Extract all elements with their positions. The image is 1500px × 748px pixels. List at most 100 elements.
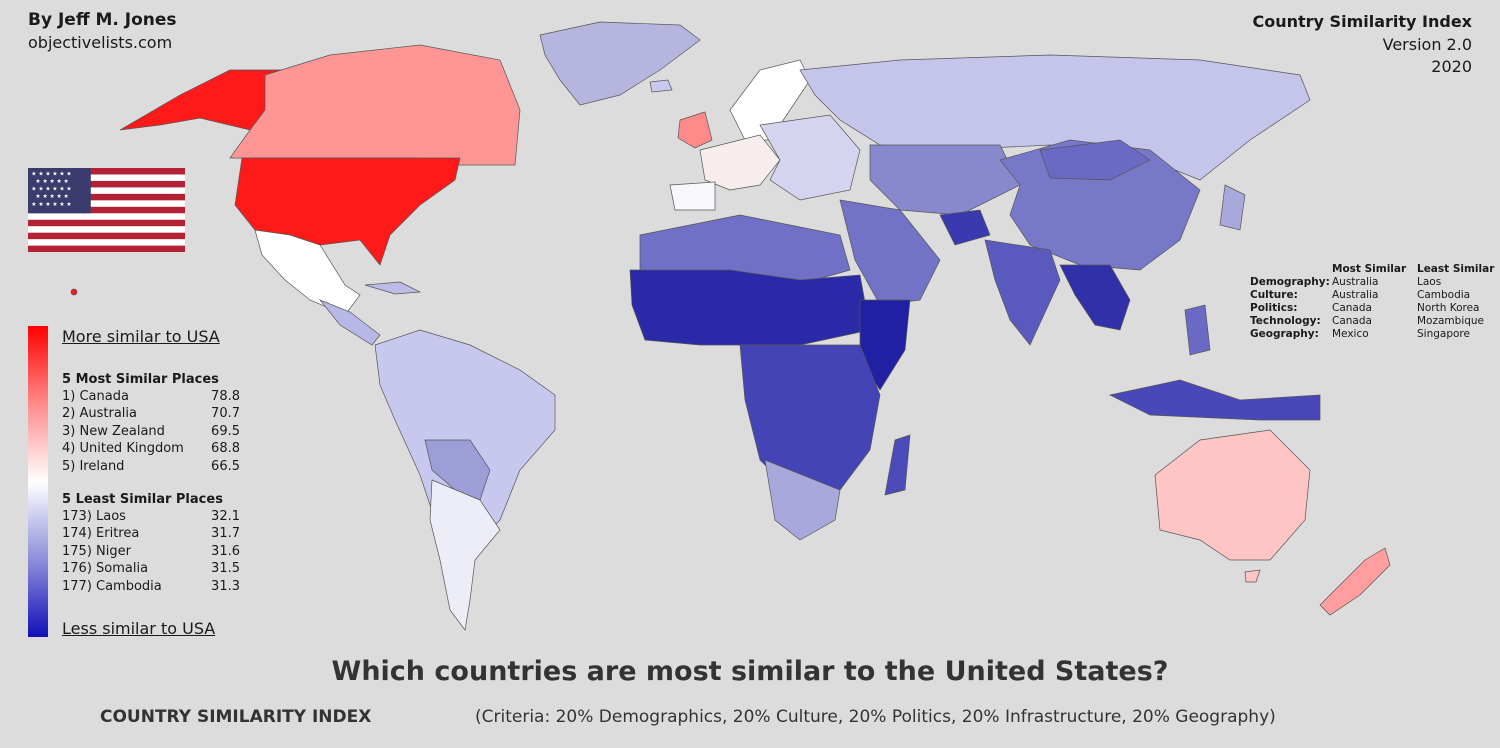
place-name: 173) Laos [62, 509, 126, 524]
index-title: Country Similarity Index [1252, 12, 1473, 31]
table-row: Technology: Canada Mozambique [1250, 315, 1497, 328]
place-name: 2) Australia [62, 406, 137, 422]
list-item: 1) Canada 78.8 [62, 388, 240, 405]
least-similar-list: 173) Laos 32.1 174) Eritrea 31.7 175) Nige… [62, 508, 240, 595]
list-item: 4) United Kingdom 68.8 [62, 440, 240, 457]
index-year: 2020 [1431, 57, 1472, 76]
list-item: 176) Somalia 31.5 [62, 560, 240, 577]
new-zealand [1319, 547, 1391, 616]
table-header: Most Similar [1332, 263, 1407, 275]
world-map [70, 21, 1391, 631]
table-cell: Canada [1332, 315, 1372, 327]
table-cell: Mexico [1332, 328, 1369, 340]
table-row: Geography: Mexico Singapore [1250, 328, 1497, 341]
indonesia [1108, 379, 1321, 421]
table-cell: Australia [1332, 276, 1379, 288]
table-cell: Australia [1332, 289, 1379, 301]
iceland [649, 79, 673, 93]
place-name: 3) New Zealand [62, 423, 165, 439]
iberia [669, 181, 716, 211]
usa [234, 157, 461, 266]
us-flag: ★ ★ ★ ★ ★ ★ ★ ★ ★ ★ ★ ★ ★ ★ ★ ★ ★ ★ ★ ★ … [28, 168, 185, 252]
table-cell: Canada [1332, 302, 1372, 314]
list-item: 174) Eritrea 31.7 [62, 525, 240, 542]
table-cell: Culture: [1250, 289, 1298, 301]
place-score: 70.7 [211, 406, 240, 422]
place-score: 68.8 [211, 441, 240, 457]
list-item: 173) Laos 32.1 [62, 508, 240, 525]
afghanistan [939, 209, 991, 246]
japan [1219, 184, 1246, 231]
india [984, 239, 1061, 346]
mexico [254, 229, 361, 316]
svg-text:★ ★ ★ ★ ★ ★: ★ ★ ★ ★ ★ ★ [31, 186, 71, 193]
table-header [1250, 263, 1332, 276]
philippines [1184, 304, 1211, 356]
table-header-row: Most Similar Least Similar [1250, 263, 1497, 276]
place-score: 31.5 [211, 561, 240, 577]
place-name: 177) Cambodia [62, 578, 162, 594]
svg-text:★ ★ ★ ★ ★: ★ ★ ★ ★ ★ [35, 193, 68, 200]
table-cell: Singapore [1417, 328, 1470, 340]
list-item: 3) New Zealand 69.5 [62, 423, 240, 440]
southeast-asia [1059, 264, 1131, 331]
list-item: 177) Cambodia 31.3 [62, 578, 240, 595]
canada [229, 44, 521, 166]
least-similar-heading: 5 Least Similar Places [62, 492, 223, 507]
category-table: Most Similar Least Similar Demography: A… [1250, 263, 1497, 341]
place-score: 69.5 [211, 423, 240, 439]
svg-text:★ ★ ★ ★ ★ ★: ★ ★ ★ ★ ★ ★ [31, 201, 71, 208]
place-name: 176) Somalia [62, 561, 149, 577]
caribbean [364, 281, 422, 295]
author-name: By Jeff M. Jones [28, 10, 177, 30]
table-row: Culture: Australia Cambodia [1250, 289, 1497, 302]
central-africa [739, 344, 881, 501]
list-item: 5) Ireland 66.5 [62, 458, 240, 475]
list-item: 2) Australia 70.7 [62, 405, 240, 422]
site-name: objectivelists.com [28, 33, 173, 52]
more-similar-label: More similar to USA [62, 327, 220, 346]
table-cell: Laos [1417, 276, 1442, 288]
table-cell: Technology: [1250, 315, 1321, 327]
most-similar-list: 1) Canada 78.8 2) Australia 70.7 3) New Ze… [62, 388, 240, 475]
central-asia [869, 144, 1021, 216]
australia [1154, 429, 1311, 561]
index-version: Version 2.0 [1382, 35, 1472, 54]
uk-ireland [677, 111, 713, 149]
place-score: 31.6 [211, 543, 240, 559]
hawaii [70, 288, 78, 296]
place-score: 32.1 [211, 509, 240, 524]
footer-label: COUNTRY SIMILARITY INDEX [100, 707, 372, 727]
place-name: 174) Eritrea [62, 526, 140, 542]
argentina-chile [429, 479, 501, 631]
sahel [629, 269, 871, 346]
russia [799, 54, 1311, 181]
table-cell: Mozambique [1417, 315, 1485, 327]
svg-text:★ ★ ★ ★ ★: ★ ★ ★ ★ ★ [35, 178, 68, 185]
svg-text:★ ★ ★ ★ ★ ★: ★ ★ ★ ★ ★ ★ [31, 171, 71, 178]
greenland [539, 21, 701, 106]
table-row: Politics: Canada North Korea [1250, 302, 1497, 315]
footer-criteria: (Criteria: 20% Demographics, 20% Culture… [475, 707, 1276, 727]
southern-africa [764, 459, 841, 541]
madagascar [884, 434, 911, 496]
place-name: 5) Ireland [62, 458, 125, 474]
table-cell: Demography: [1250, 276, 1330, 288]
table-cell: North Korea [1417, 302, 1480, 314]
mongolia [1039, 139, 1151, 181]
place-score: 31.7 [211, 526, 240, 542]
table-cell: Politics: [1250, 302, 1298, 314]
table-row: Demography: Australia Laos [1250, 276, 1497, 289]
place-name: 175) Niger [62, 543, 131, 559]
place-score: 31.3 [211, 578, 240, 594]
middle-east [839, 199, 941, 306]
less-similar-label: Less similar to USA [62, 619, 216, 638]
place-score: 66.5 [211, 458, 240, 474]
place-name: 1) Canada [62, 389, 129, 404]
western-europe [699, 134, 781, 191]
table-cell: Geography: [1250, 328, 1319, 340]
headline: Which countries are most similar to the … [331, 656, 1169, 687]
color-scale-bar [28, 326, 48, 637]
most-similar-heading: 5 Most Similar Places [62, 372, 219, 387]
tasmania [1244, 569, 1261, 583]
